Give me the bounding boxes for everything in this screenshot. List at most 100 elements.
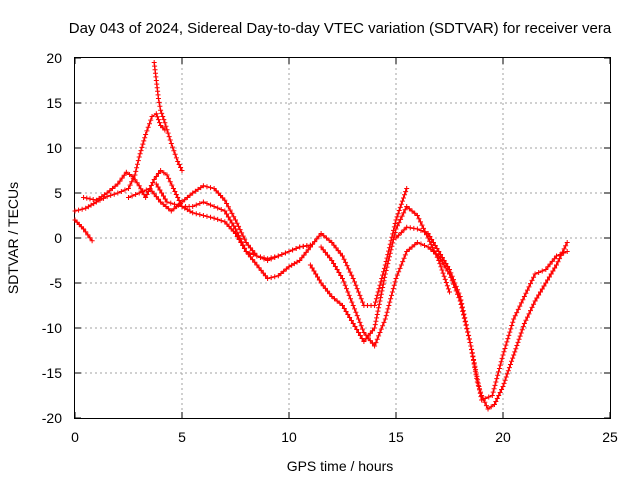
plus-marker — [414, 226, 420, 232]
plus-marker — [349, 299, 355, 305]
plus-marker — [157, 103, 163, 109]
plus-marker — [197, 201, 203, 206]
plus-marker — [419, 222, 425, 228]
plus-marker — [170, 186, 176, 191]
x-axis-title: GPS time / hours — [287, 458, 394, 474]
plus-marker — [109, 186, 115, 191]
plus-marker — [153, 194, 159, 200]
plus-marker — [145, 124, 151, 130]
plus-marker — [466, 332, 472, 338]
plus-marker — [153, 181, 159, 187]
plus-marker — [190, 204, 196, 209]
plus-marker — [136, 154, 142, 160]
plus-marker — [500, 352, 506, 358]
plus-marker — [138, 148, 144, 154]
plus-marker — [385, 306, 391, 312]
plus-marker — [402, 192, 408, 198]
plus-marker — [155, 184, 161, 190]
plus-marker — [190, 190, 196, 196]
plus-marker — [345, 312, 351, 317]
plus-marker — [367, 330, 373, 336]
plus-marker — [208, 185, 214, 191]
plus-marker — [387, 250, 393, 256]
plus-marker — [411, 225, 417, 231]
plus-marker — [375, 308, 381, 314]
plus-marker — [422, 243, 428, 248]
plus-marker — [338, 273, 344, 278]
plus-marker — [480, 396, 486, 402]
plus-marker — [96, 195, 102, 201]
plus-marker — [558, 252, 564, 258]
plus-marker — [493, 399, 499, 404]
plus-marker — [240, 242, 246, 248]
plus-marker — [479, 393, 485, 398]
plus-marker — [147, 186, 153, 191]
plus-marker — [331, 242, 337, 248]
plus-marker — [218, 207, 224, 212]
plus-marker — [532, 271, 538, 277]
plus-marker — [496, 393, 502, 398]
plus-marker — [179, 199, 185, 205]
plus-marker — [163, 123, 169, 129]
plus-marker — [250, 257, 256, 263]
plus-marker — [503, 342, 509, 348]
plus-marker — [239, 239, 245, 245]
plus-marker — [503, 374, 509, 380]
plus-marker — [327, 291, 333, 297]
plus-marker — [516, 336, 522, 342]
plus-marker — [329, 258, 335, 263]
x-tick-label: 0 — [71, 429, 79, 445]
plus-marker — [157, 120, 163, 126]
plus-marker — [252, 259, 258, 265]
series-track-i — [393, 224, 570, 412]
plus-marker — [457, 294, 463, 299]
plus-marker — [382, 316, 388, 322]
plus-marker — [159, 190, 165, 196]
plus-marker — [388, 296, 394, 302]
plus-marker — [491, 402, 497, 407]
plus-marker — [357, 292, 363, 298]
plus-marker — [372, 303, 378, 308]
plus-marker — [222, 208, 228, 214]
plus-marker — [141, 138, 147, 144]
plus-marker — [294, 259, 300, 265]
plus-marker — [343, 309, 349, 314]
plus-marker — [333, 245, 339, 251]
plus-marker — [400, 259, 406, 265]
plus-marker — [528, 308, 534, 314]
plus-marker — [448, 270, 454, 276]
plus-marker — [537, 289, 543, 295]
plus-marker — [528, 281, 534, 287]
plus-marker — [509, 323, 515, 329]
plus-marker — [345, 289, 351, 295]
plus-marker — [552, 265, 558, 271]
plus-marker — [126, 186, 131, 191]
plus-marker — [321, 233, 327, 239]
plus-marker — [433, 251, 439, 257]
plus-marker — [520, 297, 526, 303]
plus-marker — [440, 270, 446, 276]
plus-marker — [297, 244, 303, 250]
plus-marker — [414, 213, 420, 218]
plus-marker — [452, 280, 458, 286]
plus-marker — [231, 223, 237, 229]
plus-marker — [90, 197, 96, 203]
plus-marker — [354, 286, 360, 292]
plus-marker — [132, 177, 138, 183]
plus-marker — [187, 208, 193, 214]
plus-marker — [122, 187, 128, 193]
plus-marker — [304, 243, 310, 249]
plus-marker — [146, 121, 152, 127]
plus-marker — [536, 270, 542, 275]
plus-marker — [396, 232, 402, 238]
plus-marker — [401, 255, 407, 261]
plus-marker — [342, 282, 348, 288]
plus-marker — [352, 324, 358, 329]
plus-marker — [471, 361, 477, 367]
plus-marker — [555, 259, 561, 265]
plus-marker — [129, 193, 135, 199]
plus-marker — [455, 287, 461, 293]
plus-marker — [463, 318, 469, 324]
plus-marker — [198, 185, 204, 191]
